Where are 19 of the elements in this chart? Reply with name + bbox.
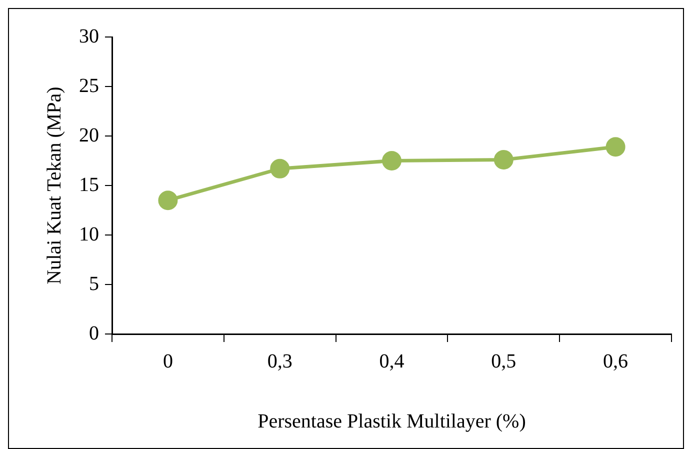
x-tick-label: 0,4 xyxy=(379,350,404,372)
point xyxy=(158,190,178,210)
x-tick-label: 0,3 xyxy=(267,350,292,372)
x-tick-label: 0 xyxy=(162,350,173,372)
y-tick-label: 25 xyxy=(79,74,99,97)
point xyxy=(270,158,290,178)
y-tick-label: 15 xyxy=(79,174,99,196)
x-tick-label: 0,5 xyxy=(491,350,516,372)
y-tick-label: 20 xyxy=(79,124,99,146)
point xyxy=(494,150,514,170)
y-tick-label: 30 xyxy=(79,25,99,48)
y-tick-label: 0 xyxy=(89,322,99,344)
point xyxy=(382,151,402,170)
x-axis-title: Persentase Plastik Multilayer (%) xyxy=(258,410,526,432)
y-tick-label: 5 xyxy=(89,272,99,295)
y-axis-title: Nulai Kuat Tekan (MPa) xyxy=(43,86,66,284)
point xyxy=(606,137,626,157)
y-tick-label: 10 xyxy=(79,223,99,246)
x-tick-label: 0,6 xyxy=(603,350,628,372)
